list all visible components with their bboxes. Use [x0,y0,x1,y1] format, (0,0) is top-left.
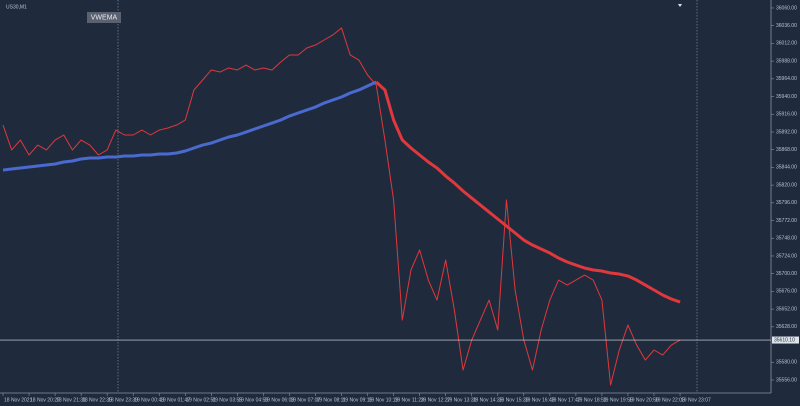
series-line [2,80,377,172]
y-tick-label: 35844.00 [776,165,797,171]
x-tick-label: 19 Nov 10:19 [369,397,399,403]
x-tick-label: 19 Nov 07:07 [290,397,320,403]
series-line [2,27,681,386]
y-tick-label: 35796.00 [776,200,797,206]
series-line [375,80,681,304]
y-tick-label: 35988.00 [776,58,797,64]
x-tick-label: 18 Nov 23:39 [108,397,138,403]
y-tick-label: 35892.00 [776,129,797,135]
y-tick-label: 35628.00 [776,324,797,330]
x-tick-label: 19 Nov 13:31 [447,397,477,403]
x-tick-label: 19 Nov 19:55 [603,397,633,403]
y-tick-label: 36036.00 [776,23,797,29]
x-tick-label: 19 Nov 16:43 [525,397,555,403]
y-tick-label: 36060.00 [776,5,797,11]
y-tick-label: 35700.00 [776,271,797,277]
y-tick-label: 35676.00 [776,289,797,295]
x-tick-label: 18 Nov 22:35 [82,397,112,403]
x-tick-label: 19 Nov 12:27 [421,397,451,403]
y-tick-label: 35748.00 [776,236,797,242]
x-tick-label: 19 Nov 17:47 [551,397,581,403]
y-tick-label: 35868.00 [776,147,797,153]
symbol-label: US30,M1 [6,4,27,10]
x-tick-label: 19 Nov 11:23 [395,397,425,403]
x-tick-label: 19 Nov 01:47 [160,397,190,403]
y-tick-label: 35820.00 [776,182,797,188]
x-tick-label: 19 Nov 00:43 [134,397,164,403]
y-tick-label: 35724.00 [776,253,797,259]
current-price-label: 35610.10 [774,337,795,343]
x-tick-label: 18 Nov 21:31 [56,397,86,403]
shift-marker [678,4,682,7]
current-price-box [772,336,799,344]
y-tick-label: 35964.00 [776,76,797,82]
y-tick-label: 36012.00 [776,41,797,47]
x-tick-label: 19 Nov 03:55 [212,397,242,403]
y-tick-label: 35556.00 [776,377,797,383]
y-tick-label: 35772.00 [776,218,797,224]
x-tick-label: 19 Nov 08:11 [316,397,346,403]
x-tick-label: 18 Nov 20:27 [30,397,60,403]
y-tick-label: 35916.00 [776,112,797,118]
x-tick-label: 19 Nov 18:51 [577,397,607,403]
x-tick-label: 19 Nov 23:07 [681,397,711,403]
x-tick-label: 19 Nov 06:03 [264,397,294,403]
x-tick-label: 18 Nov 2021 [4,397,33,403]
x-tick-label: 19 Nov 02:51 [186,397,216,403]
indicator-box [87,12,121,23]
x-tick-label: 19 Nov 20:59 [629,397,659,403]
x-tick-label: 19 Nov 09:15 [343,397,373,403]
y-tick-label: 35652.00 [776,306,797,312]
y-tick-label: 35580.00 [776,360,797,366]
x-tick-label: 19 Nov 15:39 [499,397,529,403]
y-tick-label: 35940.00 [776,94,797,100]
x-tick-label: 19 Nov 22:03 [655,397,685,403]
indicator-label: VWEMA [91,14,118,21]
x-tick-label: 19 Nov 04:59 [238,397,268,403]
x-tick-label: 19 Nov 14:35 [473,397,503,403]
